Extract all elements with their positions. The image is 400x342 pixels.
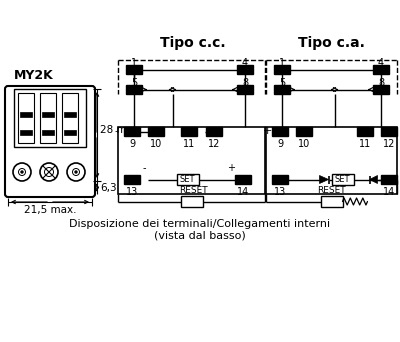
Bar bbox=[14, 89, 86, 147]
Text: RESET: RESET bbox=[317, 186, 346, 195]
Text: 10: 10 bbox=[298, 139, 310, 149]
Text: 10: 10 bbox=[150, 139, 162, 149]
Bar bbox=[381, 175, 397, 184]
Bar bbox=[235, 175, 251, 184]
Bar bbox=[20, 130, 32, 135]
Bar bbox=[176, 174, 198, 185]
Bar bbox=[62, 93, 78, 143]
Polygon shape bbox=[370, 175, 378, 184]
Bar bbox=[274, 65, 290, 74]
Bar bbox=[64, 112, 76, 117]
Bar bbox=[237, 85, 253, 94]
Bar bbox=[40, 93, 56, 143]
Bar bbox=[180, 196, 202, 207]
Text: 1: 1 bbox=[131, 58, 137, 68]
Text: 8: 8 bbox=[242, 78, 248, 88]
Polygon shape bbox=[320, 175, 328, 184]
Text: 4: 4 bbox=[378, 58, 384, 68]
Bar bbox=[118, 127, 265, 194]
Text: 13: 13 bbox=[274, 187, 286, 197]
Text: +: + bbox=[262, 127, 272, 136]
Text: Tipo c.c.: Tipo c.c. bbox=[160, 36, 226, 50]
Bar bbox=[20, 112, 32, 117]
Text: 9: 9 bbox=[277, 139, 283, 149]
Bar bbox=[64, 130, 76, 135]
Text: 11: 11 bbox=[183, 139, 195, 149]
Text: 12: 12 bbox=[383, 139, 395, 149]
Bar bbox=[18, 93, 34, 143]
Text: 28 max.: 28 max. bbox=[100, 125, 142, 135]
Text: 5: 5 bbox=[279, 78, 285, 88]
Circle shape bbox=[75, 171, 77, 173]
Text: 14: 14 bbox=[383, 187, 395, 197]
Bar bbox=[148, 127, 164, 136]
Bar bbox=[373, 65, 389, 74]
Text: 8: 8 bbox=[378, 78, 384, 88]
Bar bbox=[357, 127, 373, 136]
Text: Tipo c.a.: Tipo c.a. bbox=[298, 36, 365, 50]
Text: (vista dal basso): (vista dal basso) bbox=[154, 230, 246, 240]
Bar bbox=[272, 127, 288, 136]
Bar bbox=[181, 127, 197, 136]
Bar bbox=[42, 112, 54, 117]
Bar bbox=[266, 127, 397, 194]
Bar bbox=[237, 65, 253, 74]
Bar bbox=[381, 127, 397, 136]
Bar bbox=[206, 127, 222, 136]
Bar bbox=[272, 175, 288, 184]
Bar bbox=[42, 130, 54, 135]
Text: 13: 13 bbox=[126, 187, 138, 197]
Text: -: - bbox=[114, 127, 118, 136]
Text: 21,5 max.: 21,5 max. bbox=[24, 205, 76, 215]
Text: RESET: RESET bbox=[179, 186, 208, 195]
Text: 4: 4 bbox=[242, 58, 248, 68]
Text: Disposizione dei terminali/Collegamenti interni: Disposizione dei terminali/Collegamenti … bbox=[70, 219, 330, 229]
Text: SET: SET bbox=[335, 175, 350, 184]
Bar bbox=[320, 196, 342, 207]
Bar bbox=[332, 174, 354, 185]
Text: -: - bbox=[142, 163, 146, 173]
Bar bbox=[296, 127, 312, 136]
Bar bbox=[373, 85, 389, 94]
Text: 1: 1 bbox=[279, 58, 285, 68]
Bar bbox=[124, 175, 140, 184]
Bar bbox=[126, 65, 142, 74]
Text: SET: SET bbox=[180, 175, 195, 184]
Circle shape bbox=[21, 171, 23, 173]
FancyBboxPatch shape bbox=[5, 86, 95, 197]
Text: 11: 11 bbox=[359, 139, 371, 149]
Bar bbox=[126, 85, 142, 94]
Bar bbox=[124, 127, 140, 136]
Text: 9: 9 bbox=[129, 139, 135, 149]
Text: +: + bbox=[227, 163, 235, 173]
Text: 6,3: 6,3 bbox=[100, 183, 117, 193]
Text: MY2K: MY2K bbox=[14, 69, 54, 82]
Text: 14: 14 bbox=[237, 187, 249, 197]
Text: 5: 5 bbox=[131, 78, 137, 88]
Bar bbox=[274, 85, 290, 94]
Text: 12: 12 bbox=[208, 139, 220, 149]
